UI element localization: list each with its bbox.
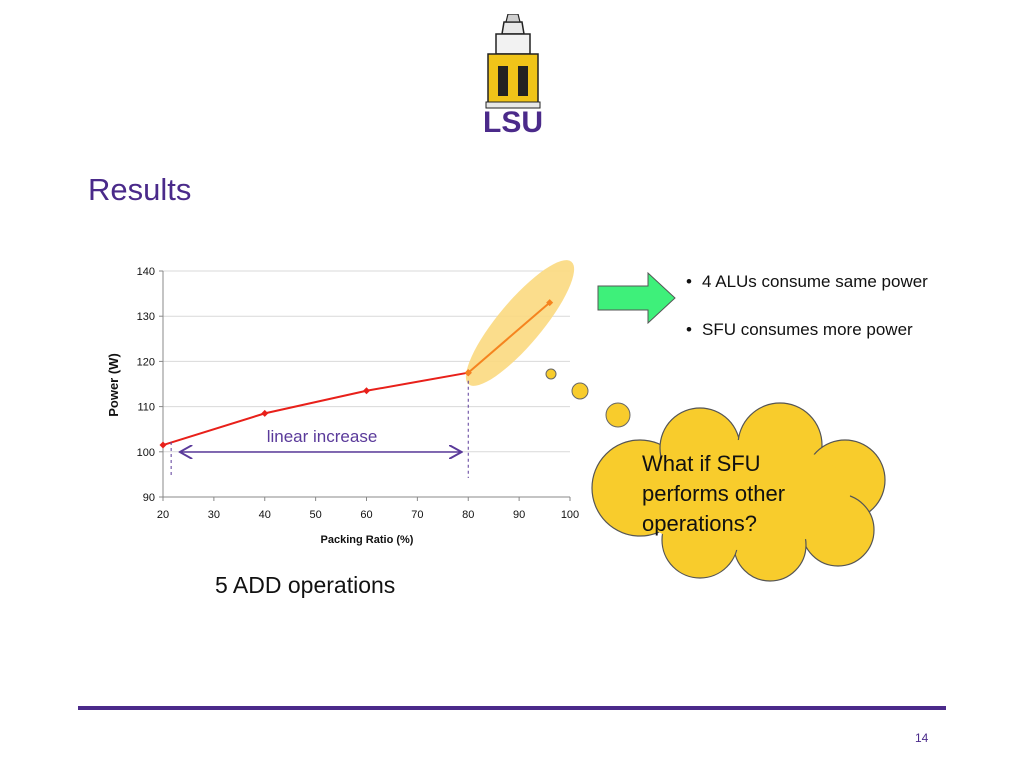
y-tick-label: 130 [137,311,155,323]
thought-dot-medium [571,382,589,400]
data-point [464,369,472,377]
y-tick-label: 90 [143,492,155,504]
footer-rule [78,706,946,710]
chart-series [159,299,554,449]
thought-bubble-text: What if SFU performs other operations? [642,451,786,536]
x-tick-label: 60 [360,509,372,521]
x-tick-label: 40 [259,509,271,521]
x-axis-label: Packing Ratio (%) [321,534,414,546]
x-axis: 20 30 40 50 60 70 80 90 100 [157,496,579,521]
data-point [363,387,370,395]
data-point [261,409,269,417]
tower-icon [485,14,541,109]
y-tick-label: 110 [137,402,155,414]
highlight-ellipse [465,260,575,386]
x-tick-label: 30 [208,509,220,521]
chart-caption: 5 ADD operations [215,572,396,598]
x-tick-label: 70 [411,509,423,521]
bullet-item: • SFU consumes more power [686,320,913,339]
data-point [159,441,167,449]
x-tick-label: 20 [157,509,169,521]
series-line-0 [162,371,469,446]
y-axis-label: Power (W) [106,353,121,417]
y-tick-label: 100 [137,447,155,459]
x-tick-label: 100 [561,509,579,521]
x-tick-label: 50 [310,509,322,521]
data-point [546,299,554,307]
lsu-logo: LSU [483,14,543,138]
series-line-1 [467,301,551,374]
bullet-item: • 4 ALUs consume same power [686,272,928,291]
bullet-list: • 4 ALUs consume same power • SFU consumes… [686,270,928,366]
page-title: Results [88,172,192,207]
y-tick-label: 120 [137,356,155,368]
thought-cloud-icon [591,402,886,582]
range-annotation: linear increase [170,380,469,478]
green-arrow-icon [597,271,676,325]
y-tick-label: 140 [137,266,155,278]
x-tick-label: 80 [462,509,474,521]
range-label: linear increase [267,427,378,446]
thought-dot-large [605,402,631,428]
y-axis: 90 100 110 120 130 140 [137,266,164,504]
thought-dot-small [545,368,557,380]
page-number: 14 [915,731,929,745]
x-tick-label: 90 [513,509,525,521]
logo-lettering: LSU [483,106,543,138]
